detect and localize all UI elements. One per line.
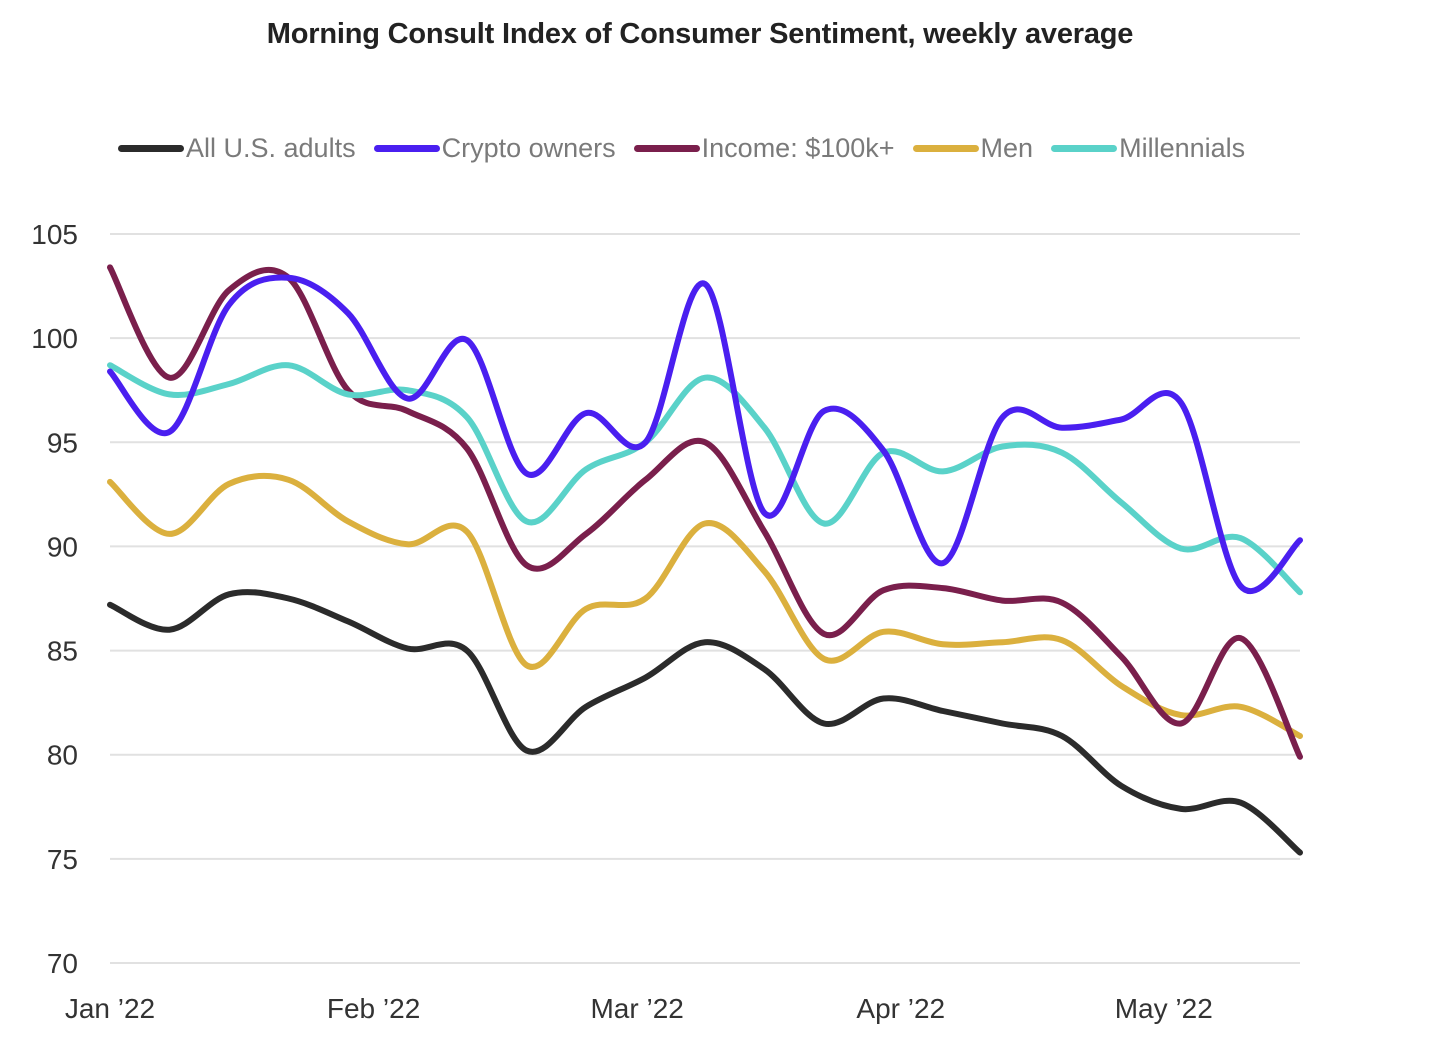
legend-swatch-millennials (1051, 145, 1118, 152)
legend-swatch-men (912, 145, 979, 152)
y-tick-label: 70 (47, 948, 78, 979)
legend-item-millennials[interactable]: Millennials (1051, 133, 1245, 164)
y-tick-label: 75 (47, 844, 78, 875)
series-line-men (107, 472, 1303, 739)
legend-item-men[interactable]: Men (912, 133, 1034, 164)
legend-label: Millennials (1119, 133, 1246, 163)
y-tick-label: 95 (47, 427, 78, 458)
legend: All U.S. adults Crypto owners Income: $1… (118, 133, 1263, 164)
x-tick-label: May ’22 (1115, 993, 1213, 1024)
series-line-all-u-s-adults (107, 589, 1303, 856)
y-tick-label: 90 (47, 531, 78, 562)
x-axis: Jan ’22 Feb ’22 Mar ’22 Apr ’22 May ’22 (65, 993, 1213, 1024)
series-line-income-100k (107, 264, 1303, 760)
legend-label: Crypto owners (441, 133, 616, 163)
legend-swatch-crypto-owners (373, 145, 440, 152)
legend-label: Men (980, 133, 1034, 163)
y-tick-label: 100 (31, 323, 78, 354)
y-tick-label: 105 (31, 219, 78, 250)
legend-item-crypto-owners[interactable]: Crypto owners (373, 133, 616, 164)
y-tick-label: 85 (47, 636, 78, 667)
gridlines (110, 233, 1300, 964)
series-lines (107, 264, 1303, 856)
legend-item-income-100k[interactable]: Income: $100k+ (633, 133, 895, 164)
x-tick-label: Apr ’22 (856, 993, 945, 1024)
x-tick-label: Mar ’22 (590, 993, 683, 1024)
x-tick-label: Feb ’22 (327, 993, 420, 1024)
y-axis: 70 75 80 85 90 95 100 105 (31, 219, 78, 979)
legend-swatch-income-100k (633, 145, 700, 152)
legend-item-all-us-adults[interactable]: All U.S. adults (118, 133, 356, 164)
series-line-crypto-owners (107, 274, 1303, 594)
legend-label: All U.S. adults (186, 133, 356, 163)
y-tick-label: 80 (47, 740, 78, 771)
legend-swatch-all-us-adults (118, 145, 184, 152)
x-tick-label: Jan ’22 (65, 993, 155, 1024)
legend-label: Income: $100k+ (701, 133, 895, 163)
series-line-millennials (107, 362, 1303, 596)
chart-title: Morning Consult Index of Consumer Sentim… (266, 18, 1134, 50)
